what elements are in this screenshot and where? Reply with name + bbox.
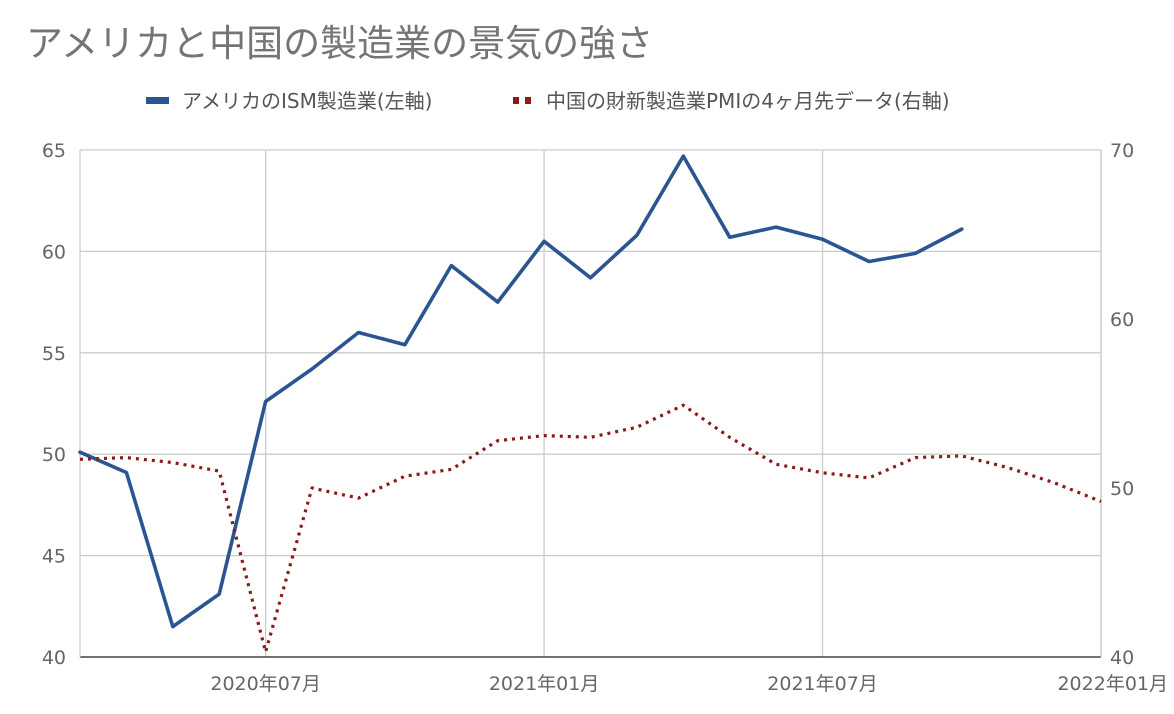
left-tick-label: 50: [42, 444, 66, 466]
series-layer: [78, 154, 1102, 654]
legend-item-us: アメリカのISM製造業(左軸): [146, 89, 432, 113]
x-axis: 2020年07月 2021年01月 2021年07月 2022年01月: [210, 673, 1168, 695]
left-tick-label: 55: [42, 343, 66, 365]
legend-swatch-china-dot2: [525, 97, 531, 104]
x-tick-label: 2021年07月: [767, 673, 878, 695]
series-line-china-pmi: [79, 403, 1102, 654]
right-tick-label: 60: [1110, 309, 1134, 331]
left-tick-label: 45: [42, 546, 66, 568]
x-tick-label: 2022年01月: [1057, 673, 1168, 695]
right-tick-label: 40: [1110, 647, 1134, 669]
legend-swatch-us: [146, 97, 169, 104]
gridlines: [79, 149, 1102, 658]
legend-label-us: アメリカのISM製造業(左軸): [182, 89, 432, 113]
legend-swatch-china-dot1: [513, 97, 519, 104]
left-tick-label: 65: [42, 140, 66, 162]
left-tick-label: 40: [42, 647, 66, 669]
x-tick-label: 2020年07月: [210, 673, 321, 695]
series-line-us-ism: [78, 154, 964, 629]
right-tick-label: 70: [1110, 140, 1134, 162]
legend-item-china: 中国の財新製造業PMIの4ヶ月先データ(右軸): [513, 89, 950, 113]
left-axis: 40 45 50 55 60 65: [42, 140, 66, 669]
x-tick-label: 2021年01月: [489, 673, 600, 695]
left-tick-label: 60: [42, 241, 66, 263]
right-axis: 40 50 60 70: [1110, 140, 1134, 669]
chart-title: アメリカと中国の製造業の景気の強さ: [26, 22, 653, 65]
legend-label-china: 中国の財新製造業PMIの4ヶ月先データ(右軸): [546, 89, 950, 113]
legend: アメリカのISM製造業(左軸) 中国の財新製造業PMIの4ヶ月先データ(右軸): [146, 89, 950, 113]
right-tick-label: 50: [1110, 478, 1134, 500]
